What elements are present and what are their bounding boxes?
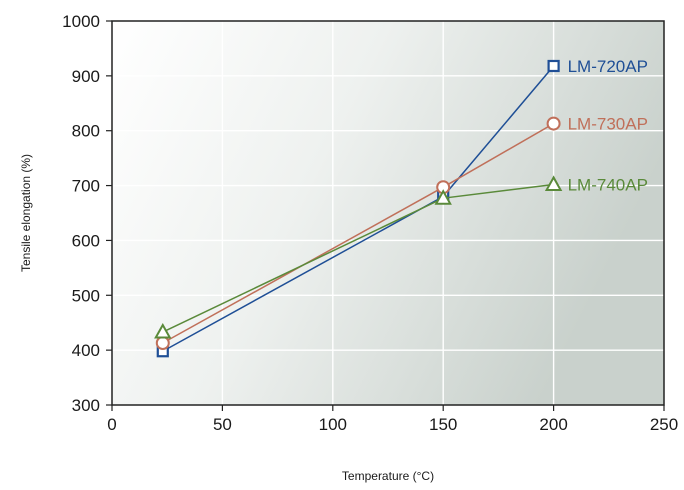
y-tick-label: 300: [72, 396, 100, 415]
data-point-circle: [546, 116, 561, 131]
series: LM-720AP LM-730AP LM-740AP: [154, 57, 648, 358]
grid: [112, 21, 664, 405]
axis-ticks: 0 50 100 150 200 250 300 400 500 600 700 800 900 1000: [62, 12, 678, 434]
y-tick-label: 700: [72, 177, 100, 196]
y-tick-label: 1000: [62, 12, 100, 31]
series-label: LM-740AP: [568, 175, 648, 194]
plot-area: [112, 21, 664, 405]
series-label: LM-720AP: [568, 57, 648, 76]
y-tick-label: 600: [72, 231, 100, 250]
x-tick-label: 150: [429, 415, 457, 434]
y-tick-label: 900: [72, 67, 100, 86]
x-tick-label: 100: [319, 415, 347, 434]
y-tick-label: 800: [72, 122, 100, 141]
data-point-triangle: [544, 175, 563, 191]
x-tick-label: 0: [107, 415, 116, 434]
y-tick-label: 500: [72, 286, 100, 305]
data-point-triangle: [434, 189, 452, 205]
data-point-triangle: [154, 322, 172, 339]
data-point-circle: [155, 336, 170, 351]
x-axis-title: Temperature (°C): [342, 469, 434, 483]
y-tick-label: 400: [72, 341, 100, 360]
series-lm-740ap: LM-740AP: [154, 175, 648, 339]
x-tick-label: 50: [213, 415, 232, 434]
series-label: LM-730AP: [568, 115, 648, 134]
x-tick-label: 200: [539, 415, 567, 434]
y-axis-title: Tensile elongation (%): [19, 154, 33, 272]
x-tick-label: 250: [650, 415, 678, 434]
data-point-square: [547, 59, 560, 73]
series-lm-730ap: LM-730AP: [155, 115, 648, 351]
plot-frame: [111, 20, 665, 406]
